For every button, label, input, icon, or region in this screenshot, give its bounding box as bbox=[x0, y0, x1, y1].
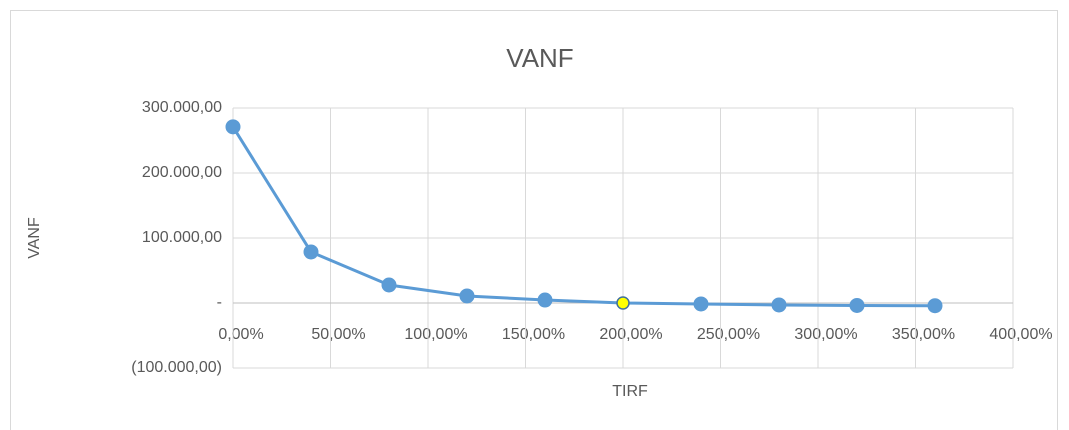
y-tick-label: - bbox=[217, 294, 222, 311]
x-tick-label: 400,00% bbox=[989, 326, 1052, 343]
data-point bbox=[771, 297, 787, 313]
data-point bbox=[381, 277, 397, 293]
x-tick-label: 350,00% bbox=[892, 326, 955, 343]
y-tick-label: 100.000,00 bbox=[142, 229, 222, 246]
x-tick-label: 0,00% bbox=[218, 326, 263, 343]
data-point bbox=[459, 288, 475, 304]
y-tick-label: (100.000,00) bbox=[131, 359, 222, 376]
x-tick-label: 50,00% bbox=[311, 326, 365, 343]
y-axis-title: VANF bbox=[26, 217, 43, 259]
data-point bbox=[927, 298, 943, 314]
data-point bbox=[849, 297, 865, 313]
chart-title: VANF bbox=[506, 43, 573, 73]
series-line bbox=[231, 126, 936, 308]
data-point bbox=[693, 296, 709, 312]
x-tick-label: 300,00% bbox=[794, 326, 857, 343]
x-tick-label: 250,00% bbox=[697, 326, 760, 343]
data-point bbox=[225, 119, 241, 135]
x-tick-label: 150,00% bbox=[502, 326, 565, 343]
data-point bbox=[537, 292, 553, 308]
data-point bbox=[616, 296, 630, 310]
x-tick-label: 100,00% bbox=[404, 326, 467, 343]
data-point bbox=[303, 244, 319, 260]
chart-border bbox=[10, 10, 1058, 430]
x-tick-label: 200,00% bbox=[599, 326, 662, 343]
y-tick-label: 300.000,00 bbox=[142, 99, 222, 116]
y-tick-label: 200.000,00 bbox=[142, 164, 222, 181]
x-axis-title: TIRF bbox=[612, 383, 648, 400]
